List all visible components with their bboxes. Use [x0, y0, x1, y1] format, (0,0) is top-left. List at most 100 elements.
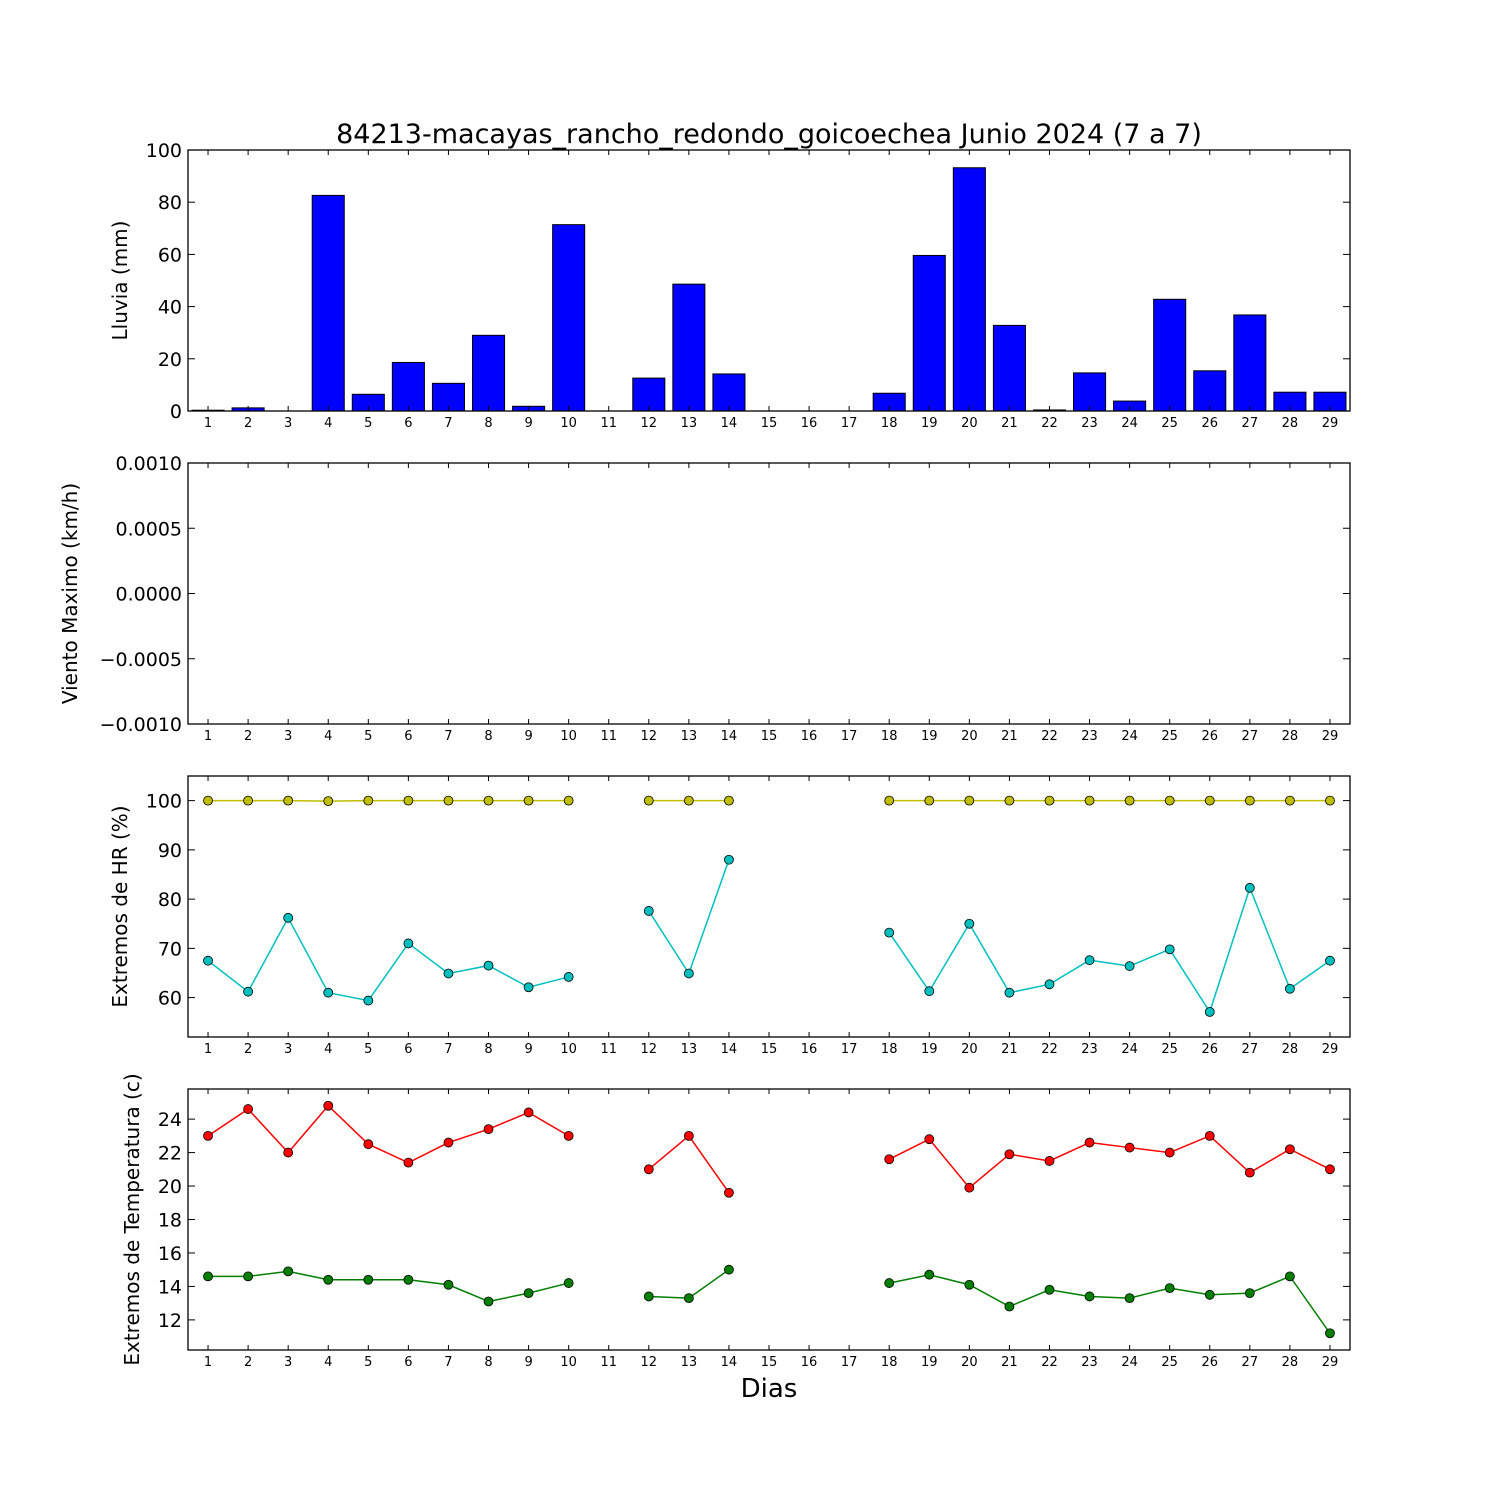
series-1-point-day-13 [683, 968, 694, 979]
x-tick-label: 14 [721, 1355, 738, 1370]
series-1-point-day-21 [1004, 1301, 1015, 1312]
x-tick-label: 15 [761, 1355, 778, 1370]
series-1-point-day-19 [924, 986, 935, 997]
series-0-point-day-9 [523, 795, 534, 806]
x-tick-label: 17 [841, 416, 858, 431]
bar-day-21 [992, 324, 1026, 412]
x-tick-label: 19 [921, 1355, 938, 1370]
series-0-point-day-18 [884, 1154, 895, 1165]
y-tick-label: 40 [158, 297, 182, 319]
x-tick-label: 16 [801, 1355, 818, 1370]
y-tick-label: 90 [158, 840, 182, 862]
x-tick-label: 22 [1041, 1042, 1058, 1057]
x-tick-label: 21 [1001, 729, 1018, 744]
x-tick-label: 10 [560, 729, 577, 744]
series-1-point-day-18 [884, 1278, 895, 1288]
plot-frame [187, 775, 1351, 1038]
series-0-point-day-3 [283, 1147, 294, 1158]
y-axis-label: Extremos de HR (%) [108, 805, 132, 1007]
x-tick-label: 29 [1322, 1042, 1339, 1057]
bar-day-4 [311, 194, 345, 412]
series-1-point-day-8 [483, 1296, 494, 1307]
series-1-point-day-7 [443, 1279, 454, 1290]
y-tick-label: 14 [158, 1276, 182, 1298]
y-tick-label: 0.0000 [116, 584, 182, 606]
x-tick-label: 23 [1081, 416, 1098, 431]
series-1-point-day-23 [1084, 1291, 1095, 1302]
series-1-point-day-10 [563, 972, 574, 982]
x-tick-label: 5 [364, 416, 372, 431]
series-0-point-day-2 [243, 795, 254, 806]
series-1-point-day-3 [283, 1266, 294, 1277]
series-1-point-day-29 [1325, 1328, 1335, 1339]
series-0-point-day-25 [1164, 1147, 1175, 1158]
series-1-point-day-6 [403, 1274, 414, 1285]
series-1-line-segment-2 [889, 1273, 1331, 1334]
series-1-point-day-26 [1204, 1289, 1215, 1300]
series-0-point-day-4 [323, 796, 334, 807]
y-axis-label: Viento Maximo (km/h) [58, 483, 82, 704]
y-tick-label: 20 [158, 349, 182, 371]
series-1-point-day-10 [563, 1278, 574, 1288]
series-0-point-day-1 [203, 795, 213, 806]
series-0-point-day-21 [1004, 795, 1015, 806]
y-tick-label: 16 [158, 1243, 182, 1265]
x-tick-label: 25 [1161, 729, 1178, 744]
x-tick-label: 13 [681, 416, 698, 431]
x-tick-label: 27 [1242, 1042, 1259, 1057]
bar-day-25 [1153, 298, 1187, 412]
series-1-point-day-24 [1124, 961, 1135, 971]
series-0-point-day-4 [323, 1100, 334, 1111]
x-tick-label: 26 [1201, 416, 1218, 431]
series-0-point-day-12 [643, 1164, 654, 1175]
plot-frame [187, 1088, 1351, 1351]
x-tick-label: 12 [641, 1355, 658, 1370]
x-tick-label: 8 [484, 1355, 492, 1370]
series-0-point-day-12 [643, 795, 654, 806]
series-0-point-day-29 [1325, 1164, 1335, 1175]
series-1-point-day-5 [363, 1274, 374, 1285]
series-0-point-day-26 [1204, 795, 1215, 806]
y-tick-label: 100 [146, 791, 182, 813]
x-tick-label: 16 [801, 729, 818, 744]
x-tick-label: 12 [641, 729, 658, 744]
x-tick-label: 25 [1161, 1355, 1178, 1370]
series-1-point-day-21 [1004, 987, 1015, 998]
x-tick-label: 4 [324, 416, 332, 431]
series-0-point-day-5 [363, 1139, 374, 1150]
series-0-point-day-19 [924, 1134, 935, 1145]
y-tick-label: 0 [170, 401, 182, 423]
series-1-point-day-12 [643, 906, 654, 916]
x-tick-label: 8 [484, 1042, 492, 1057]
x-tick-label: 12 [641, 1042, 658, 1057]
x-tick-label: 6 [404, 729, 412, 744]
series-1-point-day-7 [443, 968, 454, 979]
chart-title: 84213-macayas_rancho_redondo_goicoechea … [336, 119, 1202, 150]
series-1-point-day-22 [1044, 1284, 1055, 1295]
series-0-line-segment-2 [888, 1134, 1331, 1189]
x-tick-label: 20 [961, 729, 978, 744]
x-tick-label: 26 [1201, 1355, 1218, 1370]
series-1-point-day-28 [1285, 1271, 1295, 1282]
series-0-point-day-29 [1325, 795, 1335, 806]
series-1-point-day-18 [884, 927, 895, 938]
bar-day-6 [391, 361, 425, 412]
x-tick-label: 22 [1041, 729, 1058, 744]
x-tick-label: 11 [600, 416, 617, 431]
x-tick-label: 17 [841, 1042, 858, 1057]
series-1-point-day-14 [724, 1264, 734, 1275]
x-tick-label: 24 [1121, 729, 1138, 744]
series-1-point-day-22 [1044, 979, 1055, 990]
x-tick-label: 5 [364, 1042, 372, 1057]
bar-day-27 [1233, 314, 1267, 412]
x-tick-label: 2 [244, 729, 252, 744]
x-tick-label: 20 [961, 1355, 978, 1370]
x-tick-label: 6 [404, 1042, 412, 1057]
x-tick-label: 23 [1081, 1042, 1098, 1057]
series-0-point-day-24 [1124, 1142, 1135, 1153]
x-tick-label: 7 [444, 1042, 452, 1057]
series-1-point-day-24 [1124, 1293, 1135, 1304]
x-tick-label: 23 [1081, 1355, 1098, 1370]
